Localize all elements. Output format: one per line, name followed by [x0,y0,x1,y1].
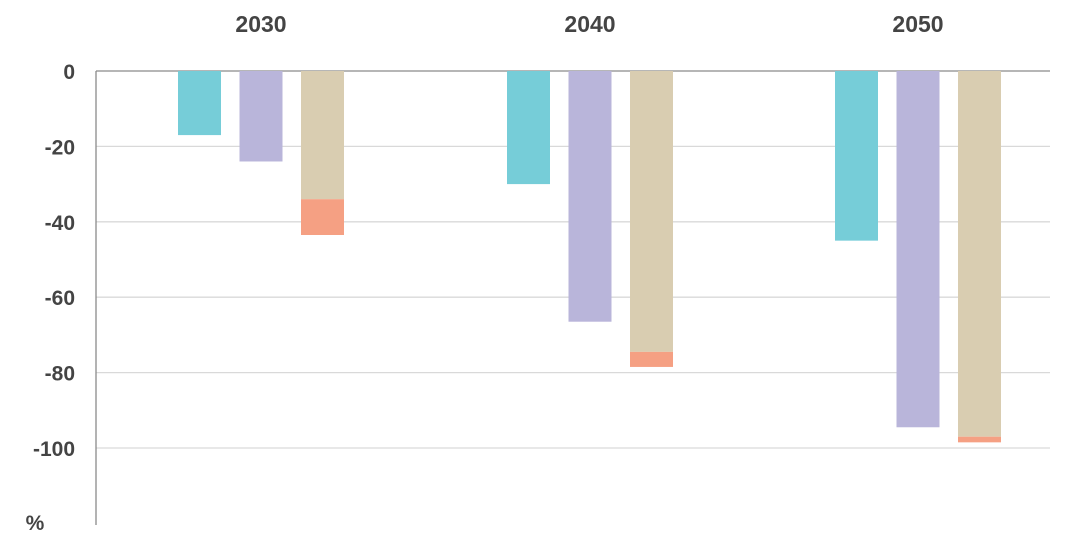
bar [507,71,550,185]
y-tick-label: -100 [33,438,75,461]
category-label: 2050 [892,11,943,37]
bar [630,71,673,352]
bar [239,71,283,162]
labels: 0 -20 -40 -60 -80 -100 2030 2040 2050 [33,11,944,461]
bar [178,71,221,136]
bar [958,436,1001,443]
y-tick-label: -40 [45,212,75,235]
y-tick-label: 0 [63,61,75,84]
y-tick-label: -20 [45,136,75,159]
y-unit-label: % [26,512,45,535]
bar [568,71,612,322]
y-tick-label: -60 [45,287,75,310]
category-label: 2030 [235,11,286,37]
bar [835,71,878,241]
bar [630,351,673,367]
bars [178,71,1001,443]
bar [301,71,344,200]
y-tick-label: -80 [45,363,75,386]
bar [301,199,344,235]
bar [896,71,940,428]
category-label: 2040 [564,11,615,37]
bar [958,71,1001,437]
